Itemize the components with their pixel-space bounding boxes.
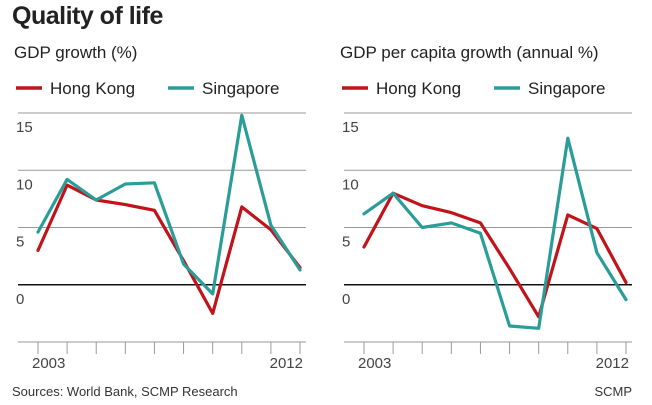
credit-label: SCMP — [594, 384, 632, 399]
series-line-hong-kong — [36, 183, 302, 315]
series-line-singapore — [36, 113, 302, 296]
sources-note: Sources: World Bank, SCMP Research — [12, 384, 238, 399]
x-tick-label-2012: 2012 — [596, 355, 629, 372]
chart-subtitle: GDP growth (%) — [14, 43, 137, 62]
y-tick-label-0: 0 — [342, 291, 350, 308]
chart-gdp-per-capita-growth: GDP per capita growth (annual %) Hong Kon… — [340, 43, 632, 372]
legend-label-hong-kong: Hong Kong — [50, 79, 135, 98]
series-line-hong-kong — [362, 191, 628, 319]
chart-subtitle: GDP per capita growth (annual %) — [340, 43, 599, 62]
chart-title: Quality of life — [12, 2, 163, 30]
y-tick-label-5: 5 — [16, 234, 24, 251]
y-tick-label-10: 10 — [16, 176, 33, 193]
x-tick-label-2003: 2003 — [32, 355, 65, 372]
x-tick-label-2012: 2012 — [270, 355, 303, 372]
y-tick-label-0: 0 — [16, 291, 24, 308]
x-tick-label-2003: 2003 — [358, 355, 391, 372]
chart-gdp-growth: GDP growth (%) Hong Kong Singapore 0 5 10 15 20… — [14, 43, 306, 372]
y-tick-label-15: 15 — [16, 119, 33, 136]
legend-label-singapore: Singapore — [528, 79, 606, 98]
legend-label-hong-kong: Hong Kong — [376, 79, 461, 98]
series-line-singapore — [362, 136, 628, 330]
y-tick-label-15: 15 — [342, 119, 359, 136]
y-tick-label-10: 10 — [342, 176, 359, 193]
y-tick-label-5: 5 — [342, 234, 350, 251]
legend-label-singapore: Singapore — [202, 79, 280, 98]
